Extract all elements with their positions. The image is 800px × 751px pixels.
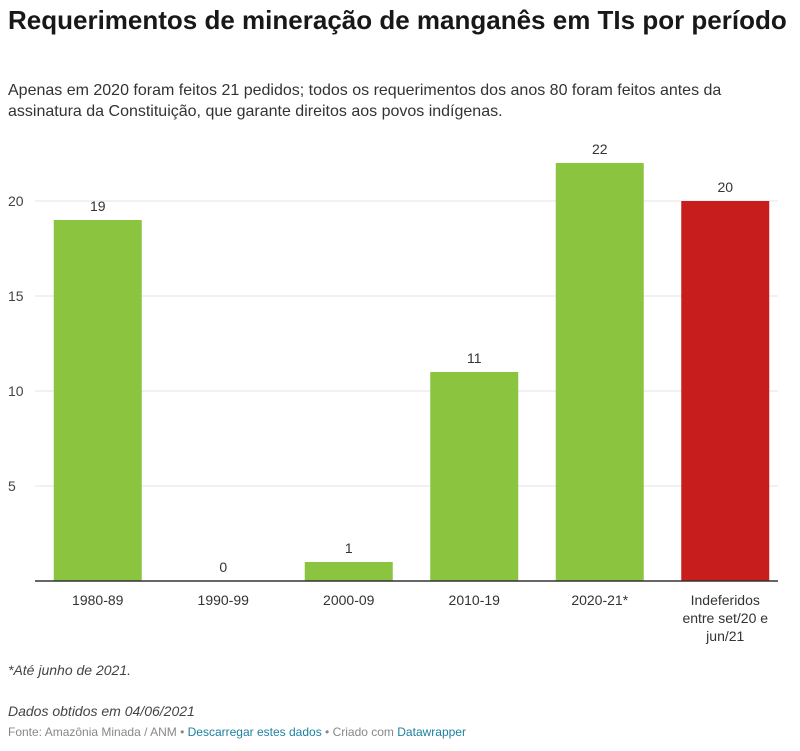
footnote: *Até junho de 2021.: [8, 662, 131, 678]
created-with-text: • Criado com: [321, 725, 398, 739]
bar-value-label: 1: [345, 540, 353, 556]
x-tick-label: 2000-09: [323, 592, 375, 608]
source-text: Fonte: Amazônia Minada / ANM: [8, 725, 177, 739]
x-tick-label: 2020-21*: [571, 592, 628, 608]
footer-separator: •: [176, 725, 188, 739]
bar-value-label: 0: [219, 559, 227, 575]
bar: [53, 220, 142, 581]
x-tick-label: Indeferidos entre set/20 e jun/21: [682, 592, 768, 644]
chart-subtitle: Apenas em 2020 foram feitos 21 pedidos; …: [8, 82, 722, 120]
y-tick-label: 5: [8, 478, 16, 494]
bar-value-label: 20: [717, 179, 733, 195]
bar-value-label: 19: [90, 198, 106, 214]
y-tick-label: 10: [8, 383, 24, 399]
download-data-link[interactable]: Descarregar estes dados: [187, 725, 322, 739]
bar: [681, 201, 770, 581]
bar: [304, 562, 393, 581]
bar-value-label: 22: [592, 141, 608, 157]
bar: [430, 372, 519, 581]
x-tick-label: 2010-19: [449, 592, 501, 608]
bar-value-label: 11: [467, 350, 482, 366]
y-tick-label: 20: [8, 193, 24, 209]
labels: 5 10 15 20 19 1980-89 0 1990-99 1 2000-09 11 2010-1…: [8, 141, 768, 644]
gridlines: [35, 200, 778, 487]
x-tick-label: 1990-99: [198, 592, 250, 608]
bar: [555, 163, 644, 581]
bars: [53, 163, 770, 581]
y-tick-label: 15: [8, 288, 24, 304]
chart-title: Requerimentos de mineração de manganês e…: [8, 5, 787, 35]
chart-footer: Fonte: Amazônia Minada / ANM • Descarreg…: [8, 725, 466, 739]
datawrapper-link[interactable]: Datawrapper: [397, 725, 466, 739]
data-date-note: Dados obtidos em 04/06/2021: [8, 703, 195, 719]
bar-chart: 5 10 15 20 19 1980-89 0 1990-99 1 2000-09 11 2010-1…: [8, 141, 778, 644]
x-tick-label: 1980-89: [72, 592, 124, 608]
